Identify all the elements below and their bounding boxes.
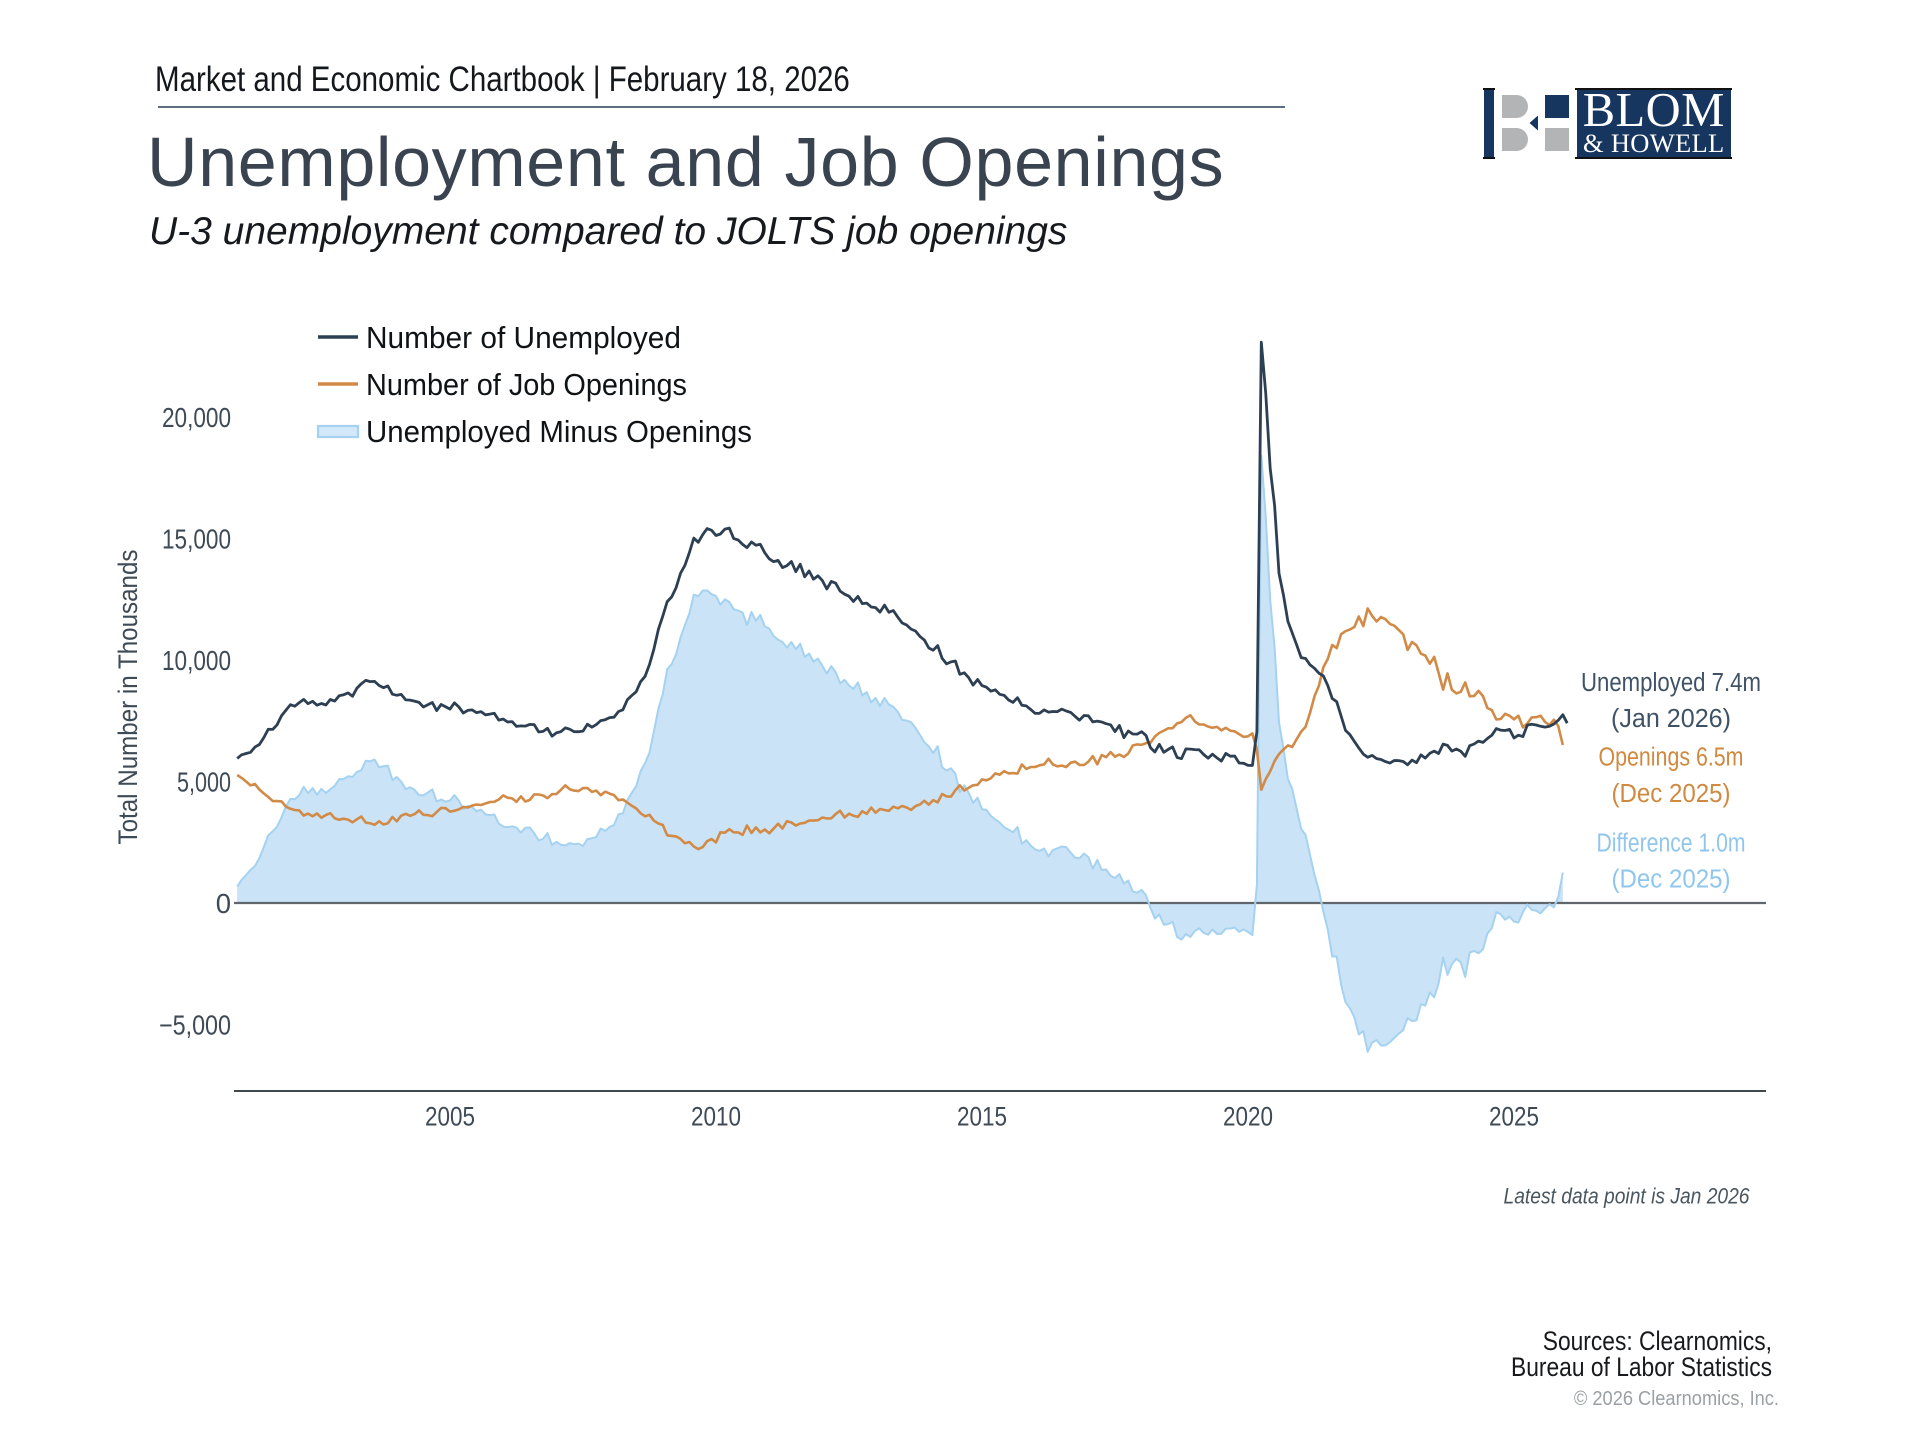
- svg-text:20,000: 20,000: [162, 402, 231, 433]
- svg-text:Total Number in Thousands: Total Number in Thousands: [113, 550, 143, 845]
- svg-text:2010: 2010: [691, 1102, 741, 1132]
- svg-text:2025: 2025: [1489, 1102, 1539, 1132]
- svg-text:2015: 2015: [957, 1102, 1007, 1132]
- svg-text:Difference 1.0m: Difference 1.0m: [1597, 830, 1746, 858]
- svg-text:0: 0: [216, 888, 231, 919]
- svg-text:10,000: 10,000: [162, 645, 231, 676]
- svg-text:Number of Job Openings: Number of Job Openings: [366, 367, 687, 402]
- svg-text:(Jan 2026): (Jan 2026): [1611, 705, 1731, 733]
- svg-text:(Dec 2025): (Dec 2025): [1612, 866, 1731, 894]
- svg-text:Unemployed 7.4m: Unemployed 7.4m: [1581, 669, 1761, 697]
- svg-text:5,000: 5,000: [177, 766, 231, 797]
- svg-text:Unemployed Minus Openings: Unemployed Minus Openings: [366, 414, 752, 449]
- svg-text:(Dec 2025): (Dec 2025): [1612, 780, 1731, 808]
- svg-text:Openings 6.5m: Openings 6.5m: [1599, 744, 1744, 772]
- svg-text:Latest data point is Jan 2026: Latest data point is Jan 2026: [1504, 1184, 1750, 1209]
- svg-text:2020: 2020: [1223, 1102, 1273, 1132]
- svg-text:−5,000: −5,000: [159, 1009, 231, 1040]
- svg-text:2005: 2005: [425, 1102, 475, 1132]
- svg-text:15,000: 15,000: [162, 523, 231, 554]
- svg-text:Number of Unemployed: Number of Unemployed: [366, 320, 681, 355]
